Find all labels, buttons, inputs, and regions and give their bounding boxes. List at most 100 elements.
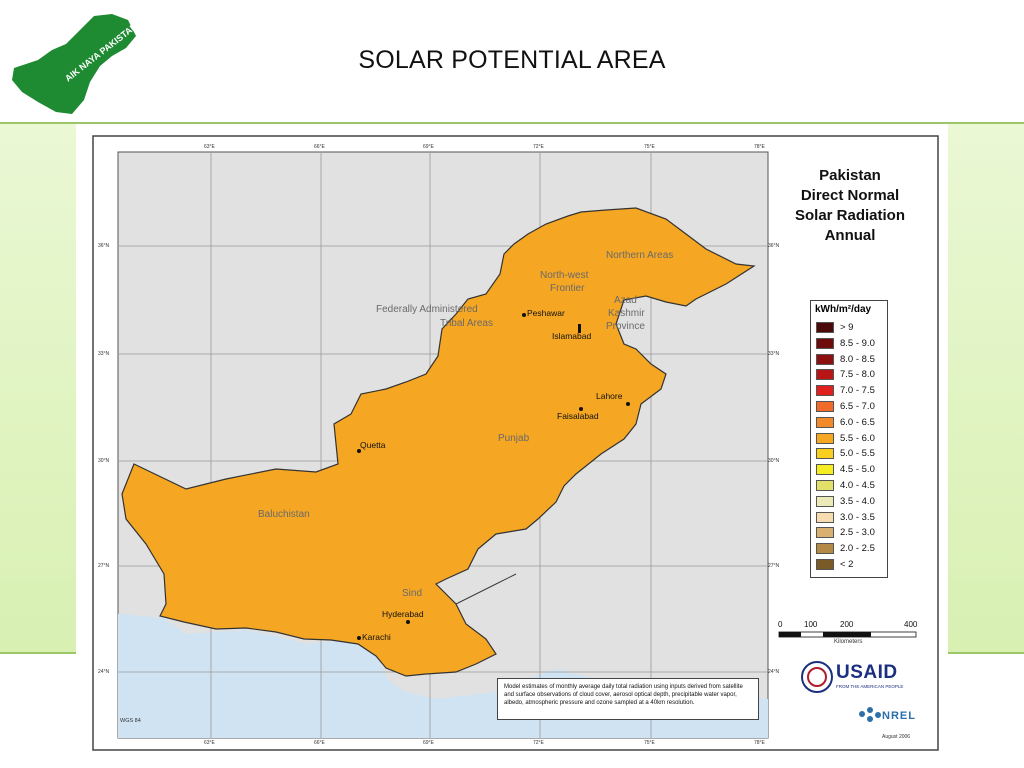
lat-label-left: 27°N	[98, 563, 110, 569]
legend-swatch	[816, 480, 834, 491]
legend: kWh/m²/day > 9 8.5 - 9.0 8.0 - 8.5 7.5 - 8.…	[810, 300, 888, 578]
legend-label: 2.5 - 3.0	[840, 527, 875, 539]
lon-label-top: 66°E	[314, 144, 325, 150]
legend-item: 7.0 - 7.5	[816, 384, 888, 398]
map-frame	[76, 124, 948, 760]
legend-label: 2.0 - 2.5	[840, 543, 875, 555]
legend-swatch	[816, 448, 834, 460]
city-label-faisalabad: Faisalabad	[557, 411, 599, 421]
scale-bar	[778, 631, 917, 638]
legend-swatch	[816, 495, 834, 507]
legend-item: < 2	[816, 558, 888, 572]
lon-label-bottom: 66°E	[314, 740, 325, 746]
legend-swatch	[816, 511, 834, 523]
legend-swatch	[816, 527, 834, 539]
lat-label-left: 33°N	[98, 351, 110, 357]
lon-label-top: 78°E	[754, 144, 765, 150]
nrel-wordmark: NREL	[882, 710, 916, 722]
lon-label-top: 72°E	[533, 144, 544, 150]
scale-unit: Kilometers	[834, 639, 863, 645]
lat-label-right: 36°N	[768, 243, 780, 249]
region-label-sind: Sind	[402, 588, 423, 599]
legend-swatch	[816, 401, 834, 412]
legend-swatch	[816, 369, 834, 381]
lat-label-left: 30°N	[98, 458, 110, 464]
legend-item: 8.5 - 9.0	[816, 337, 888, 351]
legend-label: 8.0 - 8.5	[840, 353, 875, 365]
map-title-line: Pakistan	[819, 167, 881, 184]
city-label-islamabad: Islamabad	[552, 331, 592, 341]
legend-item: 2.5 - 3.0	[816, 526, 888, 540]
scale-tick-label: 200	[840, 620, 854, 629]
city-label-lahore: Lahore	[596, 391, 623, 401]
legend-swatch	[816, 353, 834, 365]
legend-swatch	[816, 385, 834, 397]
map-title-line: Annual	[824, 227, 876, 244]
legend-swatch	[816, 464, 834, 476]
map-title: Pakistan Direct Normal Solar Radiation A…	[780, 166, 920, 246]
legend-swatch	[816, 416, 834, 428]
region-label-azad-kashmir: Azad	[614, 295, 637, 306]
legend-item: 4.5 - 5.0	[816, 463, 888, 477]
region-label-fata: Federally Administered	[376, 304, 478, 315]
lon-label-top: 63°E	[204, 144, 215, 150]
legend-item: > 9	[816, 321, 888, 335]
lat-label-right: 27°N	[768, 563, 780, 569]
lat-label-right: 24°N	[768, 669, 780, 675]
scale-tick-label: 0	[778, 620, 783, 629]
datum-label: WGS 84	[120, 718, 141, 724]
legend-swatch	[816, 337, 834, 349]
legend-item: 5.5 - 6.0	[816, 432, 888, 446]
region-label-azad-kashmir: Kashmir	[608, 308, 645, 319]
legend-label: 3.0 - 3.5	[840, 511, 875, 523]
legend-item: 3.0 - 3.5	[816, 511, 888, 525]
scale-tick-label: 400	[904, 620, 918, 629]
lon-label-bottom: 72°E	[533, 740, 544, 746]
page-title: SOLAR POTENTIAL AREA	[358, 46, 666, 74]
nrel-logo: NREL	[852, 706, 922, 728]
legend-item: 4.0 - 4.5	[816, 479, 888, 493]
usaid-wordmark: USAID	[836, 662, 898, 683]
lat-label-right: 30°N	[768, 458, 780, 464]
methodology-note: Model estimates of monthly average daily…	[497, 678, 759, 720]
map-title-line: Direct Normal	[800, 187, 900, 204]
legend-unit: kWh/m²/day	[815, 304, 872, 315]
legend-item: 2.0 - 2.5	[816, 542, 888, 556]
legend-item: 5.0 - 5.5	[816, 447, 888, 461]
usaid-seal	[801, 661, 833, 693]
legend-label: 8.5 - 9.0	[840, 337, 875, 349]
lon-label-bottom: 69°E	[423, 740, 434, 746]
legend-label: 6.5 - 7.0	[840, 401, 875, 412]
city-label-karachi: Karachi	[362, 632, 391, 642]
lat-label-right: 33°N	[768, 351, 780, 357]
lat-label-left: 24°N	[98, 669, 110, 675]
legend-swatch	[816, 543, 834, 555]
legend-item: 8.0 - 8.5	[816, 353, 888, 367]
scale-tick-label: 100	[804, 620, 818, 629]
region-label-nwfp: North-west	[540, 270, 589, 281]
region-label-punjab: Punjab	[498, 433, 530, 444]
legend-label: 5.5 - 6.0	[840, 432, 875, 444]
region-label-azad-kashmir: Province	[606, 321, 645, 332]
legend-swatch	[816, 432, 834, 444]
lon-label-bottom: 75°E	[644, 740, 655, 746]
region-label-nwfp: Frontier	[550, 283, 585, 294]
region-label-baluchistan: Baluchistan	[258, 509, 310, 520]
legend-swatch	[816, 322, 834, 333]
legend-item: 6.0 - 6.5	[816, 416, 888, 430]
city-label-quetta: Quetta	[360, 440, 386, 450]
legend-label: 6.0 - 6.5	[840, 416, 875, 428]
legend-label: 4.5 - 5.0	[840, 464, 875, 476]
legend-swatch	[816, 559, 834, 570]
legend-item: 6.5 - 7.0	[816, 400, 888, 414]
legend-label: 7.5 - 8.0	[840, 369, 875, 381]
city-markers	[357, 313, 630, 640]
legend-item: 7.5 - 8.0	[816, 368, 888, 382]
header-bar	[0, 0, 1024, 124]
city-label-peshawar: Peshawar	[527, 308, 565, 318]
legend-label: 5.0 - 5.5	[840, 448, 875, 460]
lon-label-top: 69°E	[423, 144, 434, 150]
legend-label: 3.5 - 4.0	[840, 495, 875, 507]
usaid-logo: USAID FROM THE AMERICAN PEOPLE	[800, 660, 920, 694]
lon-label-bottom: 63°E	[204, 740, 215, 746]
